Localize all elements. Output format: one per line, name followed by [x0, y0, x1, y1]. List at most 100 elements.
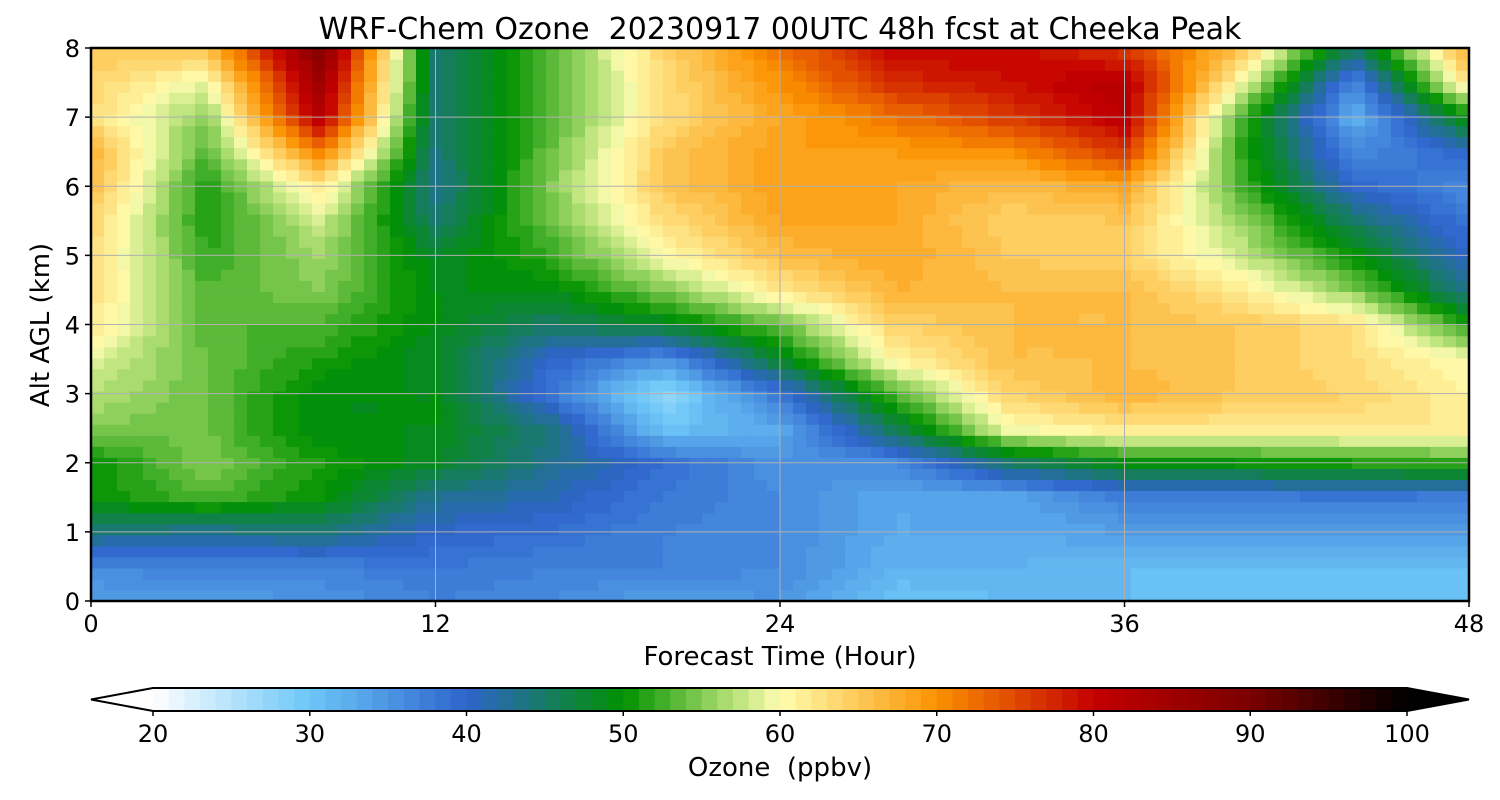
- heatmap-cell: [1105, 81, 1119, 93]
- heatmap-cell: [676, 468, 690, 481]
- heatmap-cell: [1170, 346, 1184, 359]
- heatmap-cell: [1053, 81, 1067, 93]
- heatmap-cell: [637, 191, 651, 204]
- heatmap-cell: [1222, 81, 1236, 93]
- heatmap-cell: [533, 346, 547, 359]
- heatmap-cell: [130, 202, 144, 215]
- heatmap-cell: [1365, 578, 1379, 591]
- heatmap-cell: [377, 512, 391, 525]
- heatmap-cell: [1404, 501, 1418, 514]
- heatmap-cell: [143, 81, 157, 93]
- heatmap-cell: [559, 468, 573, 481]
- heatmap-cell: [156, 169, 170, 182]
- heatmap-cell: [1248, 81, 1262, 93]
- heatmap-cell: [884, 103, 898, 116]
- heatmap-cell: [260, 512, 274, 525]
- heatmap-cell: [845, 357, 859, 370]
- heatmap-cell: [533, 92, 547, 104]
- heatmap-cell: [1131, 468, 1145, 481]
- heatmap-cell: [910, 169, 924, 182]
- heatmap-cell: [728, 213, 742, 226]
- heatmap-cell: [598, 236, 612, 248]
- heatmap-cell: [286, 390, 300, 403]
- heatmap-cell: [442, 545, 456, 558]
- heatmap-cell: [923, 302, 937, 315]
- heatmap-cell: [195, 70, 209, 82]
- heatmap-cell: [1157, 81, 1171, 93]
- heatmap-cell: [1365, 92, 1379, 104]
- heatmap-cell: [910, 103, 924, 116]
- heatmap-cell: [1326, 302, 1340, 315]
- heatmap-cell: [182, 412, 196, 425]
- heatmap-cell: [767, 468, 781, 481]
- heatmap-cell: [845, 490, 859, 503]
- heatmap-cell: [546, 114, 560, 127]
- heatmap-cell: [728, 103, 742, 116]
- heatmap-cell: [325, 479, 339, 492]
- heatmap-cell: [923, 335, 937, 348]
- heatmap-cell: [1144, 479, 1158, 492]
- heatmap-cell: [858, 435, 872, 447]
- heatmap-cell: [637, 158, 651, 171]
- heatmap-cell: [1248, 578, 1262, 591]
- heatmap-cell: [637, 357, 651, 370]
- heatmap-cell: [663, 512, 677, 525]
- heatmap-cell: [715, 269, 729, 281]
- heatmap-cell: [1352, 545, 1366, 558]
- heatmap-cell: [364, 269, 378, 281]
- heatmap-cell: [1456, 158, 1469, 171]
- heatmap-cell: [1183, 280, 1197, 293]
- heatmap-cell: [689, 435, 703, 447]
- heatmap-cell: [104, 545, 118, 558]
- heatmap-cell: [1417, 446, 1431, 458]
- heatmap-cell: [624, 346, 638, 359]
- heatmap-cell: [988, 247, 1002, 259]
- heatmap-cell: [1378, 169, 1392, 182]
- heatmap-cell: [91, 70, 105, 82]
- heatmap-cell: [286, 81, 300, 93]
- heatmap-cell: [1404, 224, 1418, 237]
- heatmap-cell: [169, 147, 183, 160]
- heatmap-cell: [1391, 247, 1405, 259]
- heatmap-cell: [273, 545, 287, 558]
- heatmap-cell: [1300, 302, 1314, 315]
- heatmap-cell: [1040, 512, 1054, 525]
- heatmap-cell: [1196, 424, 1210, 436]
- heatmap-cell: [468, 280, 482, 293]
- heatmap-cell: [169, 534, 183, 547]
- heatmap-cell: [117, 435, 131, 447]
- heatmap-cell: [351, 346, 365, 359]
- heatmap-cell: [728, 435, 742, 447]
- heatmap-cell: [130, 412, 144, 425]
- heatmap-cell: [1443, 258, 1457, 270]
- heatmap-cell: [312, 224, 326, 237]
- heatmap-cell: [897, 335, 911, 348]
- heatmap-cell: [624, 202, 638, 215]
- heatmap-cell: [247, 213, 261, 226]
- heatmap-cell: [819, 191, 833, 204]
- heatmap-cell: [1378, 158, 1392, 171]
- heatmap-cell: [676, 357, 690, 370]
- heatmap-cell: [247, 103, 261, 116]
- heatmap-cell: [1027, 81, 1041, 93]
- heatmap-cell: [1261, 567, 1275, 580]
- heatmap-cell: [1274, 578, 1288, 591]
- heatmap-cell: [1248, 446, 1262, 458]
- heatmap-cell: [598, 302, 612, 315]
- heatmap-cell: [442, 556, 456, 569]
- heatmap-cell: [728, 269, 742, 281]
- heatmap-cell: [910, 468, 924, 481]
- heatmap-cell: [975, 125, 989, 138]
- heatmap-cell: [1222, 512, 1236, 525]
- heatmap-cell: [1391, 324, 1405, 337]
- heatmap-cell: [1365, 523, 1379, 536]
- heatmap-cell: [1014, 169, 1028, 182]
- heatmap-cell: [234, 191, 248, 204]
- heatmap-cell: [377, 103, 391, 116]
- heatmap-cell: [1235, 401, 1249, 414]
- heatmap-cell: [1248, 479, 1262, 492]
- heatmap-cell: [1417, 567, 1431, 580]
- heatmap-cell: [338, 147, 352, 160]
- heatmap-cell: [286, 424, 300, 436]
- heatmap-cell: [1248, 589, 1262, 601]
